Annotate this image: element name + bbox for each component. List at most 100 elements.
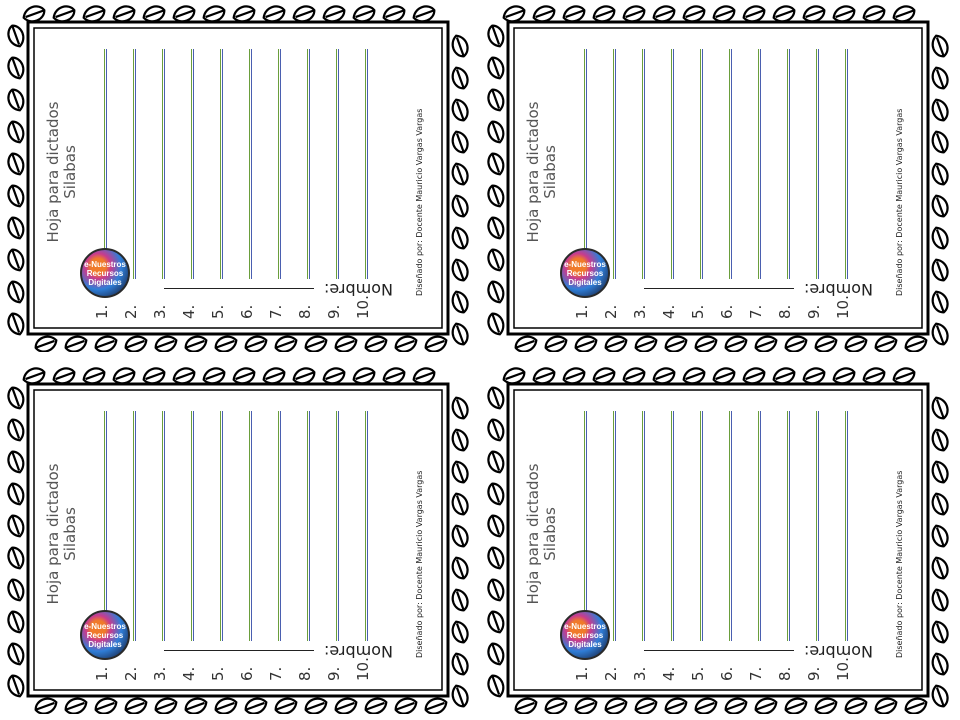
leaf-icon: [7, 418, 25, 442]
leaf-icons: [7, 5, 469, 352]
leaf-icon: [232, 367, 256, 385]
leaf-icon: [7, 184, 25, 208]
leaf-icon: [487, 248, 505, 272]
leaf-icon: [712, 367, 736, 385]
dictation-line: 6.: [716, 401, 738, 681]
leaf-icon: [451, 620, 469, 644]
dictation-line: 9.: [803, 401, 825, 681]
leaf-icon: [487, 120, 505, 144]
leaf-icon: [832, 5, 856, 23]
brand-logo: e-Nuestros Recursos Digitales: [560, 610, 610, 660]
leaf-icon: [451, 130, 469, 154]
line-number: 3.: [631, 666, 649, 681]
line-number: 7.: [747, 304, 765, 319]
leaf-icon: [394, 697, 418, 714]
leaf-icon: [724, 335, 748, 352]
leaf-border-frame: [7, 367, 469, 714]
worksheet-title: Hoja para dictados Silabas: [44, 399, 79, 669]
leaf-icon: [682, 367, 706, 385]
leaf-icon: [7, 216, 25, 240]
leaf-icon: [784, 697, 808, 714]
leaf-icon: [7, 610, 25, 634]
dictation-line: 9.: [323, 39, 345, 319]
leaf-icon: [7, 386, 25, 410]
leaf-icon: [931, 34, 949, 58]
writing-rule: [642, 49, 645, 279]
leaf-icon: [487, 88, 505, 112]
leaf-icon: [7, 280, 25, 304]
leaf-icon: [772, 5, 796, 23]
line-number: 2.: [602, 304, 620, 319]
worksheet-title: Hoja para dictados Silabas: [524, 399, 559, 669]
leaf-icon: [94, 697, 118, 714]
logo-text-3: Digitales: [88, 278, 122, 287]
line-number: 5.: [689, 666, 707, 681]
dictation-line: 3.: [149, 401, 171, 681]
dictation-line: 4.: [658, 39, 680, 319]
leaf-icon: [364, 335, 388, 352]
leaf-icon: [52, 367, 76, 385]
name-label: Nombre:: [804, 280, 873, 299]
leaf-icon: [7, 24, 25, 48]
writing-rule: [671, 49, 674, 279]
dictation-line: 10.: [352, 401, 374, 681]
leaf-icon: [487, 312, 505, 336]
line-number: 7.: [267, 304, 285, 319]
line-number: 6.: [238, 304, 256, 319]
leaf-icon: [634, 335, 658, 352]
leaf-icon: [172, 367, 196, 385]
writing-rule: [133, 49, 136, 279]
line-number: 7.: [747, 666, 765, 681]
leaf-icon: [451, 556, 469, 580]
line-number: 1.: [93, 304, 111, 319]
writing-rule: [613, 49, 616, 279]
dictation-line: 9.: [323, 401, 345, 681]
leaf-icon: [451, 588, 469, 612]
dictation-line: 7.: [265, 39, 287, 319]
leaf-icon: [82, 5, 106, 23]
leaf-icon: [322, 5, 346, 23]
writing-rule: [133, 411, 136, 641]
title-line-1: Hoja para dictados: [524, 463, 542, 605]
writing-rule: [787, 411, 790, 641]
leaf-icon: [7, 56, 25, 80]
leaf-icon: [451, 290, 469, 314]
line-number: 8.: [296, 304, 314, 319]
worksheet-card-1: Hoja para dictados Silabas 1. 2. 3. 4. 5. 6. 7…: [4, 4, 472, 352]
title-line-1: Hoja para dictados: [524, 101, 542, 243]
worksheet-title: Hoja para dictados Silabas: [524, 37, 559, 307]
leaf-icon: [682, 5, 706, 23]
leaf-icon: [562, 5, 586, 23]
leaf-icon: [64, 335, 88, 352]
writing-rule: [671, 411, 674, 641]
leaf-icon: [214, 697, 238, 714]
writing-rule: [729, 411, 732, 641]
dictation-line: 8.: [294, 39, 316, 319]
title-line-2: Silabas: [61, 145, 79, 199]
line-number: 1.: [93, 666, 111, 681]
leaf-icon: [634, 697, 658, 714]
leaf-icon: [451, 66, 469, 90]
line-number: 4.: [660, 666, 678, 681]
leaf-icon: [451, 34, 469, 58]
dictation-line: 7.: [745, 39, 767, 319]
leaf-icon: [7, 248, 25, 272]
line-number: 2.: [122, 304, 140, 319]
line-number: 3.: [151, 304, 169, 319]
dictation-line: 8.: [774, 39, 796, 319]
writing-rule: [220, 411, 223, 641]
dictation-line: 8.: [774, 401, 796, 681]
line-number: 1.: [573, 304, 591, 319]
logo-text-3: Digitales: [568, 278, 602, 287]
leaf-icon: [7, 152, 25, 176]
writing-rule: [249, 49, 252, 279]
leaf-icon: [451, 98, 469, 122]
leaf-icon: [931, 194, 949, 218]
writing-rule: [758, 411, 761, 641]
leaf-icon: [487, 184, 505, 208]
leaf-icon: [874, 697, 898, 714]
leaf-border-frame: [7, 5, 469, 352]
title-line-2: Silabas: [61, 507, 79, 561]
leaf-icon: [451, 396, 469, 420]
leaf-icon: [232, 5, 256, 23]
